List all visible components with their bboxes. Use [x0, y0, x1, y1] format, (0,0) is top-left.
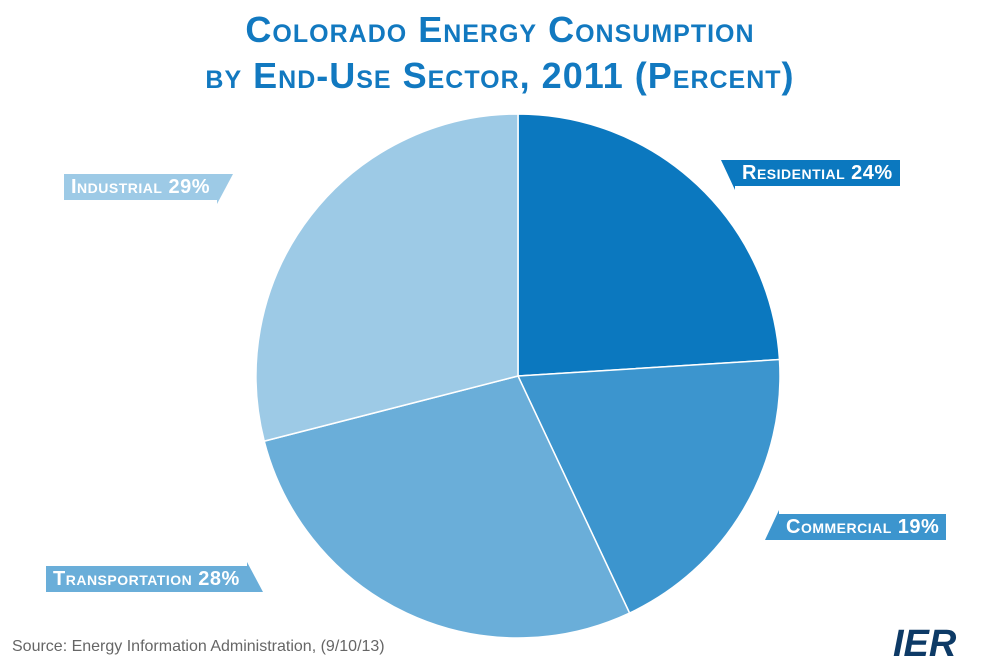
slice-label-industrial-value: 29% — [168, 176, 210, 198]
slice-label-residential: Residential 24% — [721, 160, 900, 190]
slice-label-commercial: Commercial 19% — [764, 510, 947, 540]
pie-slice-transportation — [263, 375, 631, 639]
ier-logo-text: IER — [893, 623, 957, 661]
slice-label-residential-name: Residential — [742, 162, 846, 184]
slice-label-transportation-value: 28% — [198, 568, 240, 590]
slice-label-transportation-name: Transportation — [53, 568, 193, 590]
slice-label-transportation: Transportation 28% — [46, 562, 263, 592]
source-note: Source: Energy Information Administratio… — [12, 638, 385, 655]
pie-slice-residential — [517, 113, 781, 377]
pie-slice-industrial — [255, 113, 519, 443]
chart-title-line-2: by End-Use Sector, 2011 (Percent) — [205, 55, 795, 96]
slice-label-commercial-name: Commercial — [786, 516, 892, 538]
pie-slice-commercial — [516, 358, 781, 615]
slice-label-industrial: Industrial 29% — [64, 174, 233, 204]
slice-label-commercial-value: 19% — [897, 516, 940, 538]
chart-title-line-1: Colorado Energy Consumption — [245, 9, 755, 50]
slice-label-residential-value: 24% — [851, 162, 893, 184]
ier-logo: IER — [893, 623, 957, 661]
slice-label-industrial-name: Industrial — [71, 176, 163, 198]
